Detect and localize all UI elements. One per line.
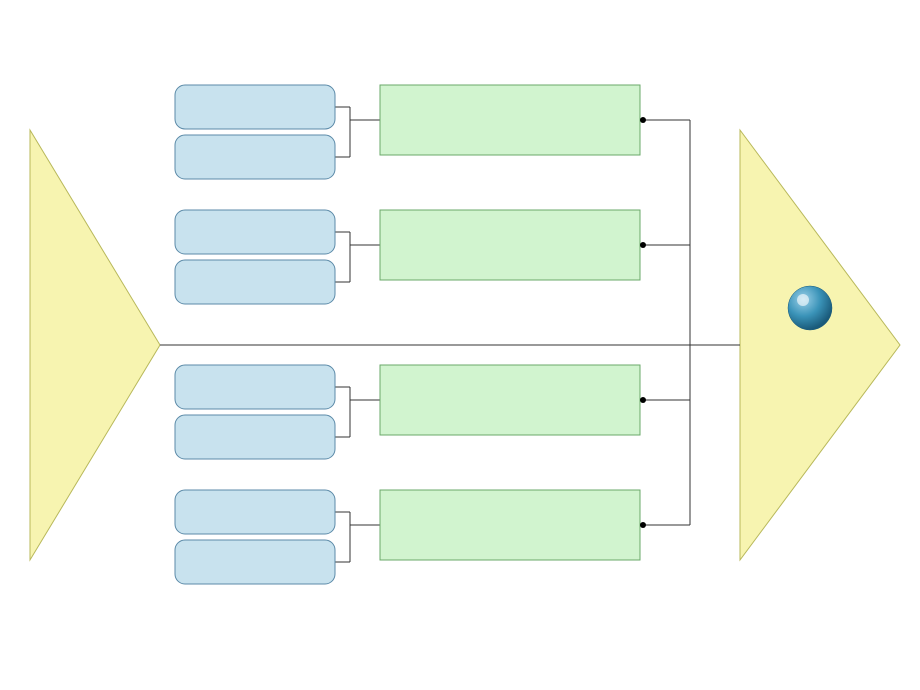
cause-box[interactable] (175, 260, 335, 304)
cause-box[interactable] (175, 540, 335, 584)
fish-tail (30, 130, 160, 560)
cause-box[interactable] (175, 135, 335, 179)
connector-dot (640, 242, 646, 248)
fishbone-diagram (0, 0, 920, 690)
category-box[interactable] (380, 85, 640, 155)
connector-dot (640, 397, 646, 403)
connector-dot (640, 117, 646, 123)
fish-eye (788, 286, 832, 330)
category-box[interactable] (380, 490, 640, 560)
connector-dot (640, 522, 646, 528)
cause-box[interactable] (175, 210, 335, 254)
category-box[interactable] (380, 365, 640, 435)
cause-box[interactable] (175, 415, 335, 459)
fish-eye-highlight (797, 294, 809, 306)
fish-head (740, 130, 900, 560)
cause-box[interactable] (175, 490, 335, 534)
category-box[interactable] (380, 210, 640, 280)
cause-box[interactable] (175, 85, 335, 129)
cause-box[interactable] (175, 365, 335, 409)
